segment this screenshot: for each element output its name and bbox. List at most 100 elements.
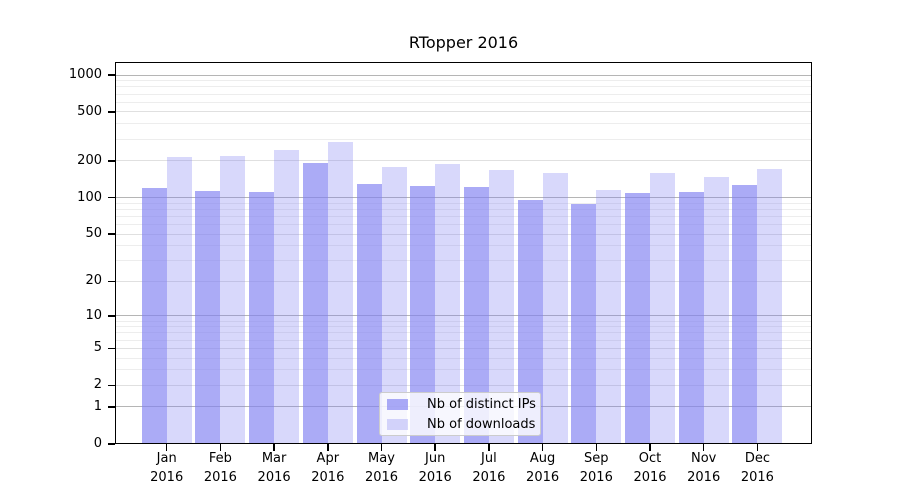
y-tick-label: 100 [77, 189, 102, 205]
x-tick-label: Jul 2016 [472, 451, 506, 485]
bar-downloads [274, 149, 300, 444]
minor-gridline [115, 101, 812, 103]
y-tick-label: 20 [85, 273, 102, 289]
bar-distinct-ips [195, 190, 221, 444]
bar-distinct-ips [302, 163, 328, 444]
x-tick [756, 444, 759, 451]
bar-downloads [220, 156, 246, 444]
bar-distinct-ips [625, 193, 650, 444]
y-tick [108, 111, 115, 113]
y-tick-label: 5 [93, 340, 102, 356]
x-tick [165, 444, 168, 451]
y-tick-label: 200 [77, 152, 102, 168]
minor-gridline [115, 260, 812, 262]
major-gridline [115, 197, 812, 198]
x-tick [434, 444, 436, 451]
minor-gridline [115, 80, 812, 82]
bar-downloads [327, 141, 353, 444]
x-tick [541, 444, 544, 451]
tick-gridline [115, 111, 812, 113]
y-tick-label: 500 [77, 103, 102, 119]
legend: Nb of distinct IPs Nb of downloads [379, 392, 541, 436]
x-tick-label: Jan 2016 [150, 451, 184, 485]
plot-area [115, 62, 812, 444]
major-gridline [115, 74, 812, 76]
tick-gridline [115, 384, 812, 386]
x-tick [219, 444, 222, 451]
chart-title: RTopper 2016 [408, 33, 519, 52]
minor-gridline [115, 320, 812, 322]
y-tick [108, 233, 115, 235]
bar-distinct-ips [249, 192, 275, 444]
bar-distinct-ips [141, 187, 167, 444]
x-tick-label: Nov 2016 [687, 451, 721, 485]
x-tick [380, 444, 383, 451]
y-tick [108, 384, 115, 387]
tick-gridline [115, 280, 812, 282]
minor-gridline [115, 332, 812, 334]
minor-gridline [115, 93, 812, 95]
y-tick [108, 280, 115, 283]
tick-gridline [115, 160, 812, 162]
bar-downloads [542, 172, 568, 444]
bar-downloads [166, 156, 192, 444]
y-tick-label: 1 [93, 398, 102, 414]
bar-downloads [596, 190, 622, 444]
x-tick [649, 444, 651, 451]
y-tick [108, 443, 115, 445]
x-tick-label: Mar 2016 [257, 451, 291, 485]
minor-gridline [115, 339, 812, 341]
x-tick-label: Oct 2016 [633, 451, 667, 485]
y-tick-label: 1000 [68, 67, 102, 82]
x-tick [595, 444, 598, 451]
distinct-ips-swatch-icon [387, 398, 408, 410]
bar-distinct-ips [732, 184, 758, 444]
x-tick [273, 444, 275, 451]
minor-gridline [115, 357, 812, 359]
minor-gridline [115, 223, 812, 225]
x-tick [327, 444, 329, 451]
legend-row-distinct-ips: Nb of distinct IPs [380, 396, 540, 413]
bar-downloads [757, 169, 783, 444]
bar-distinct-ips [571, 204, 597, 444]
x-tick-label: Jun 2016 [418, 451, 452, 485]
minor-gridline [115, 215, 812, 217]
x-tick-label: Apr 2016 [311, 451, 345, 485]
x-tick-label: May 2016 [364, 451, 399, 485]
minor-gridline [115, 123, 812, 125]
y-tick-label: 0 [93, 436, 102, 451]
minor-gridline [115, 138, 812, 140]
downloads-swatch-icon [387, 418, 408, 430]
minor-gridline [115, 208, 812, 210]
minor-gridline [115, 326, 812, 328]
x-tick-label: Dec 2016 [740, 451, 774, 485]
major-gridline [115, 315, 812, 317]
legend-label: Nb of downloads [427, 416, 536, 432]
bar-distinct-ips [356, 183, 382, 444]
y-tick-label: 10 [85, 307, 102, 323]
y-tick [108, 347, 115, 350]
y-tick-label: 2 [93, 377, 102, 393]
bar-downloads [650, 173, 675, 444]
tick-gridline [115, 347, 812, 349]
bar-downloads [703, 176, 729, 444]
y-tick [108, 315, 115, 317]
y-tick [108, 74, 115, 76]
x-tick [488, 444, 490, 451]
minor-gridline [115, 245, 812, 247]
minor-gridline [115, 202, 812, 204]
bar-distinct-ips [678, 191, 704, 444]
y-tick [108, 406, 115, 408]
x-tick [702, 444, 705, 451]
x-tick-label: Aug 2016 [526, 451, 560, 485]
y-tick [108, 159, 115, 162]
legend-row-downloads: Nb of downloads [380, 416, 540, 433]
y-tick-label: 50 [85, 226, 102, 241]
legend-label: Nb of distinct IPs [427, 396, 536, 412]
x-tick-label: Sep 2016 [579, 451, 613, 485]
minor-gridline [115, 86, 812, 88]
x-tick-label: Feb 2016 [203, 451, 237, 485]
minor-gridline [115, 369, 812, 371]
y-tick [108, 196, 115, 199]
